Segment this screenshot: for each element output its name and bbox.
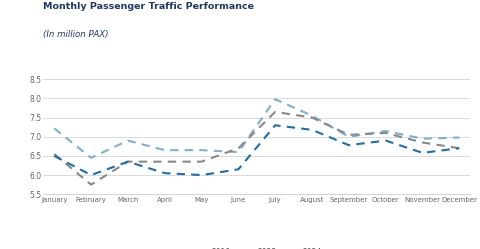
2024 <box>162 172 168 175</box>
2023 <box>456 147 462 150</box>
2019 <box>383 129 389 132</box>
Line: 2024: 2024 <box>54 125 459 175</box>
2024 <box>383 139 389 142</box>
2019 <box>420 137 425 140</box>
2019 <box>125 139 131 142</box>
2023 <box>420 141 425 144</box>
2023 <box>51 152 57 155</box>
2024 <box>88 174 94 177</box>
2019 <box>346 135 352 138</box>
2024 <box>272 124 278 127</box>
2019 <box>51 127 57 130</box>
Line: 2023: 2023 <box>54 112 459 185</box>
2019 <box>199 149 204 152</box>
2019 <box>162 149 168 152</box>
2024 <box>346 144 352 147</box>
2019 <box>309 114 315 117</box>
2019 <box>236 151 241 154</box>
2023 <box>236 147 241 150</box>
2023 <box>88 183 94 186</box>
2023 <box>272 110 278 113</box>
2024 <box>236 168 241 171</box>
2023 <box>162 160 168 163</box>
2024 <box>456 147 462 150</box>
2024 <box>309 128 315 131</box>
2024 <box>199 174 204 177</box>
2023 <box>346 133 352 136</box>
2019 <box>456 136 462 139</box>
2019 <box>88 156 94 159</box>
2023 <box>383 131 389 134</box>
Line: 2019: 2019 <box>54 99 459 158</box>
2019 <box>272 98 278 101</box>
2023 <box>199 160 204 163</box>
Text: (In million PAX): (In million PAX) <box>43 30 108 39</box>
2023 <box>309 116 315 119</box>
Legend: 2019, 2023, 2024: 2019, 2023, 2024 <box>189 245 324 249</box>
2024 <box>420 151 425 154</box>
2023 <box>125 160 131 163</box>
2024 <box>125 160 131 163</box>
2024 <box>51 154 57 157</box>
Text: Monthly Passenger Traffic Performance: Monthly Passenger Traffic Performance <box>43 2 254 11</box>
